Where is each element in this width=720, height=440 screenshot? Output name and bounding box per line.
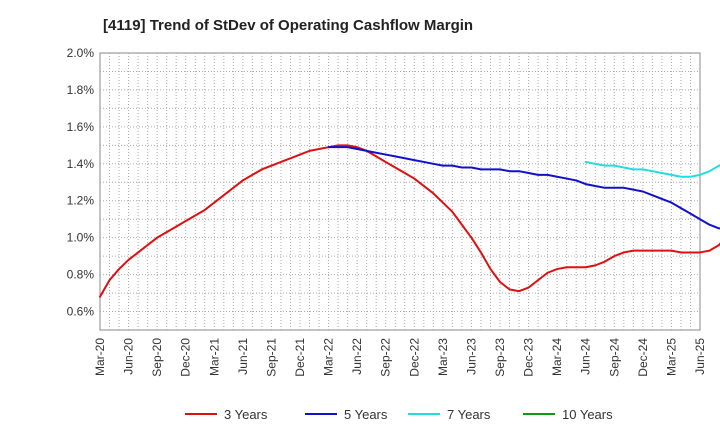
y-tick-label: 1.4% <box>67 157 95 171</box>
y-tick-label: 1.8% <box>67 83 95 97</box>
chart-title: [4119] Trend of StDev of Operating Cashf… <box>103 17 473 34</box>
series-line-7-years <box>584 160 720 178</box>
x-tick-label: Jun-20 <box>122 338 136 375</box>
x-tick-label: Dec-22 <box>407 338 421 377</box>
x-tick-label: Jun-24 <box>579 338 593 375</box>
x-tick-label: Mar-22 <box>322 338 336 376</box>
legend-label-5-years: 5 Years <box>344 407 388 422</box>
series-layer <box>99 144 720 298</box>
legend-label-3-years: 3 Years <box>224 407 268 422</box>
x-tick-label: Jun-22 <box>350 338 364 375</box>
x-tick-label: Mar-20 <box>93 338 107 376</box>
grid-layer <box>100 53 700 330</box>
x-tick-label: Mar-21 <box>207 338 221 376</box>
y-axis: 0.6% 0.8% 1.0% 1.2% 1.4% 1.6% 1.8% 2.0% <box>67 46 95 319</box>
series-line-3-years <box>99 144 720 298</box>
y-tick-label: 1.2% <box>67 194 95 208</box>
x-tick-label: Jun-25 <box>693 338 707 375</box>
x-tick-label: Dec-21 <box>293 338 307 377</box>
y-tick-label: 0.6% <box>67 305 95 319</box>
x-tick-label: Sep-20 <box>150 338 164 377</box>
x-tick-label: Mar-25 <box>664 338 678 376</box>
x-tick-label: Dec-23 <box>522 338 536 377</box>
x-tick-label: Dec-20 <box>179 338 193 377</box>
x-tick-label: Mar-23 <box>436 338 450 376</box>
y-tick-label: 2.0% <box>67 46 95 60</box>
y-tick-label: 1.0% <box>67 231 95 245</box>
plot-frame <box>99 52 701 331</box>
x-axis: Mar-20 Jun-20 Sep-20 Dec-20 Mar-21 Jun-21 Sep-… <box>93 338 707 377</box>
legend: 3 Years 5 Years 7 Years 10 Years <box>185 407 613 422</box>
x-tick-label: Sep-21 <box>264 338 278 377</box>
x-tick-label: Mar-24 <box>550 338 564 376</box>
x-tick-label: Sep-24 <box>607 338 621 377</box>
x-tick-label: Jun-23 <box>464 338 478 375</box>
series-line-5-years <box>327 146 720 230</box>
legend-label-7-years: 7 Years <box>447 407 491 422</box>
x-tick-label: Sep-22 <box>379 338 393 377</box>
legend-label-10-years: 10 Years <box>562 407 613 422</box>
y-tick-label: 1.6% <box>67 120 95 134</box>
x-tick-label: Dec-24 <box>636 338 650 377</box>
x-tick-label: Jun-21 <box>236 338 250 375</box>
x-tick-label: Sep-23 <box>493 338 507 377</box>
y-tick-label: 0.8% <box>67 268 95 282</box>
